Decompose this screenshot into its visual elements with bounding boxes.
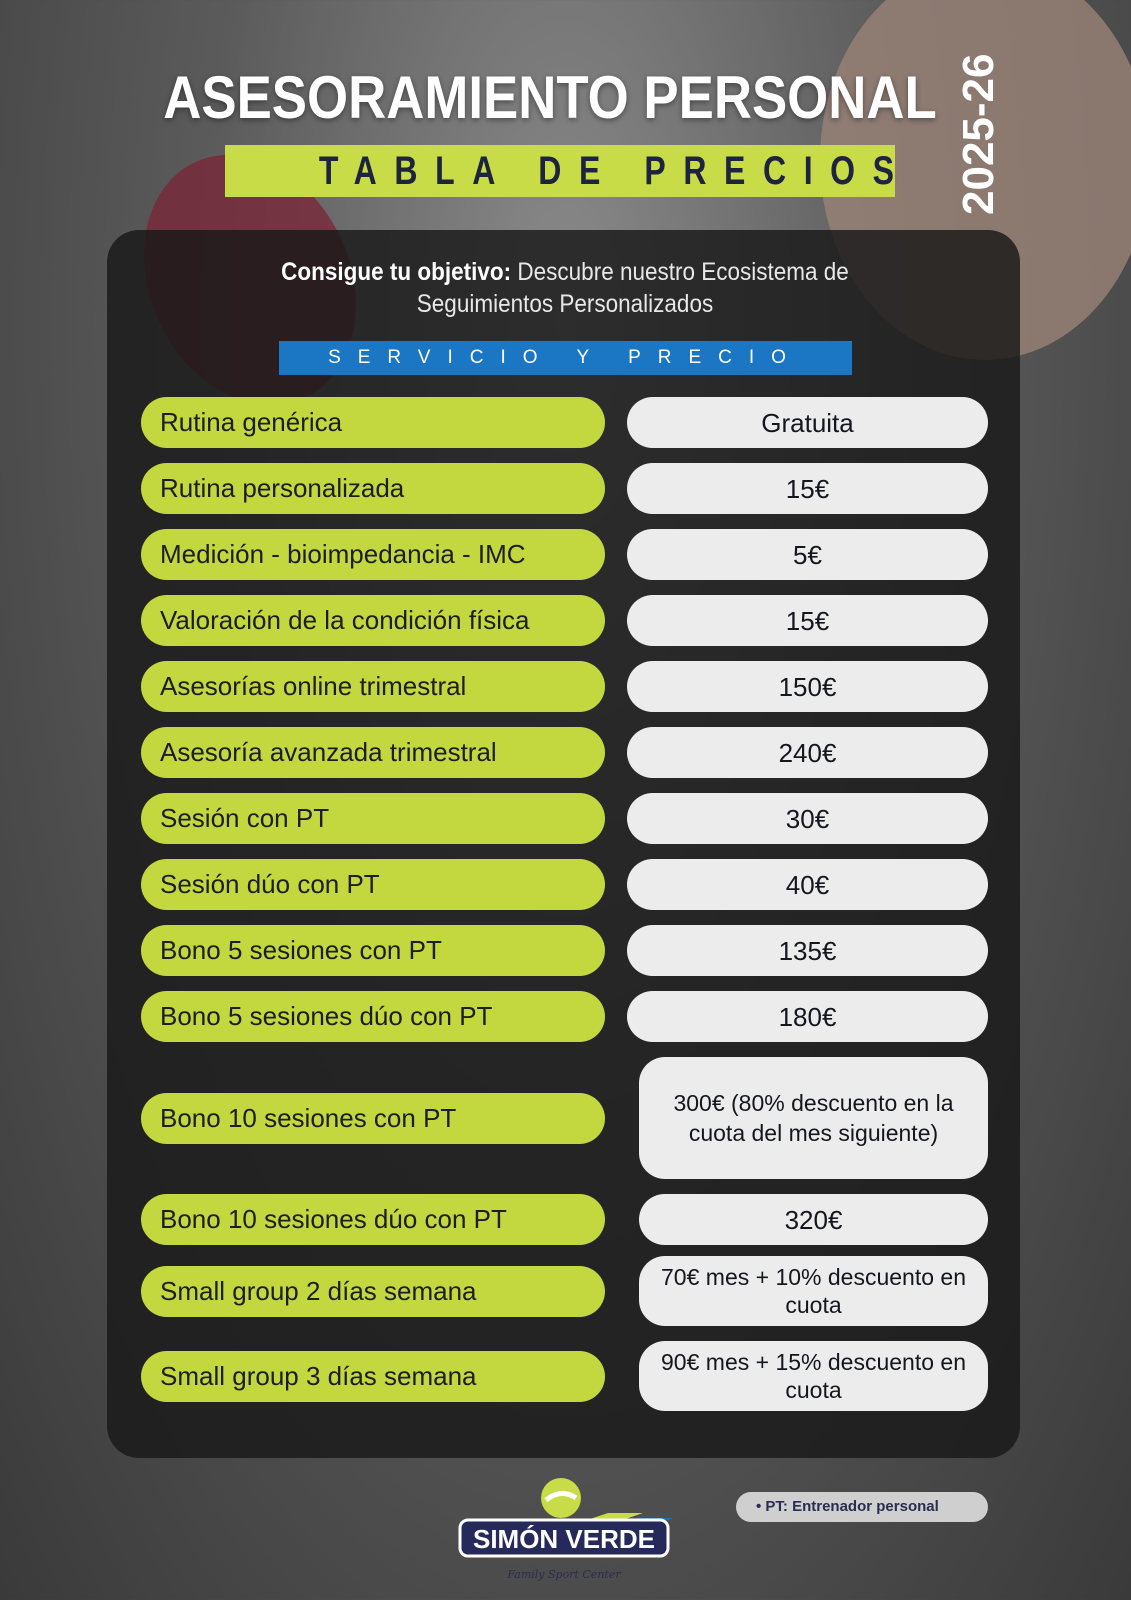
price-table: Rutina genérica Gratuita Rutina personaliz…	[141, 397, 988, 1426]
service-name: Asesorías online trimestral	[141, 661, 605, 712]
table-row: Sesión dúo con PT 40€	[141, 859, 988, 910]
intro-bold: Consigue tu objetivo:	[281, 258, 512, 286]
intro-rest: Descubre nuestro Ecosistema de Seguimien…	[416, 258, 849, 318]
service-price: 300€ (80% descuento en la cuota del mes …	[639, 1057, 988, 1179]
service-name: Bono 10 sesiones dúo con PT	[141, 1194, 605, 1245]
table-row: Asesoría avanzada trimestral 240€	[141, 727, 988, 778]
intro-text: Consigue tu objetivo: Descubre nuestro E…	[237, 256, 894, 320]
service-name: Valoración de la condición física	[141, 595, 605, 646]
service-price: 180€	[627, 991, 988, 1042]
service-name: Bono 5 sesiones dúo con PT	[141, 991, 605, 1042]
service-price: Gratuita	[627, 397, 988, 448]
table-row: Valoración de la condición física 15€	[141, 595, 988, 646]
service-name: Bono 10 sesiones con PT	[141, 1092, 605, 1144]
page-title: ASESORAMIENTO PERSONAL	[163, 64, 937, 131]
section-header: SERVICIO Y PRECIO	[279, 341, 852, 375]
service-price: 5€	[627, 529, 988, 580]
page-subtitle: TABLA DE PRECIOS	[318, 149, 895, 193]
service-price: 240€	[627, 727, 988, 778]
service-name: Bono 5 sesiones con PT	[141, 925, 605, 976]
table-row: Bono 5 sesiones dúo con PT 180€	[141, 991, 988, 1042]
service-price: 30€	[627, 793, 988, 844]
service-price: 150€	[627, 661, 988, 712]
footnote: • PT: Entrenador personal	[736, 1492, 988, 1522]
service-price: 15€	[627, 595, 988, 646]
footnote-text: PT: Entrenador personal	[765, 1498, 939, 1515]
service-name: Sesión con PT	[141, 793, 605, 844]
simon-verde-logo: SIMÓN VERDE Family Sport Center	[458, 1478, 673, 1593]
service-name: Asesoría avanzada trimestral	[141, 727, 605, 778]
table-row: Small group 2 días semana 70€ mes + 10% d…	[141, 1256, 988, 1326]
page-subtitle-band: TABLA DE PRECIOS	[225, 145, 895, 197]
table-row: Asesorías online trimestral 150€	[141, 661, 988, 712]
table-row: Bono 5 sesiones con PT 135€	[141, 925, 988, 976]
table-row: Sesión con PT 30€	[141, 793, 988, 844]
service-name: Sesión dúo con PT	[141, 859, 605, 910]
service-price: 15€	[627, 463, 988, 514]
table-row: Rutina personalizada 15€	[141, 463, 988, 514]
table-row: Small group 3 días semana 90€ mes + 15% d…	[141, 1341, 988, 1411]
svg-text:Family Sport Center: Family Sport Center	[506, 1568, 621, 1581]
table-row: Rutina genérica Gratuita	[141, 397, 988, 448]
service-name: Small group 3 días semana	[141, 1350, 605, 1402]
table-row: Medición - bioimpedancia - IMC 5€	[141, 529, 988, 580]
service-name: Rutina personalizada	[141, 463, 605, 514]
service-name: Rutina genérica	[141, 397, 605, 448]
service-price: 90€ mes + 15% descuento en cuota	[639, 1341, 988, 1411]
season-label: 2025-26	[954, 53, 1003, 215]
svg-text:SIMÓN VERDE: SIMÓN VERDE	[473, 1524, 655, 1554]
table-row: Bono 10 sesiones dúo con PT 320€	[141, 1194, 988, 1245]
service-name: Small group 2 días semana	[141, 1265, 605, 1317]
service-name: Medición - bioimpedancia - IMC	[141, 529, 605, 580]
service-price: 320€	[639, 1194, 988, 1245]
table-row: Bono 10 sesiones con PT 300€ (80% descuen…	[141, 1057, 988, 1179]
service-price: 40€	[627, 859, 988, 910]
service-price: 135€	[627, 925, 988, 976]
service-price: 70€ mes + 10% descuento en cuota	[639, 1256, 988, 1326]
